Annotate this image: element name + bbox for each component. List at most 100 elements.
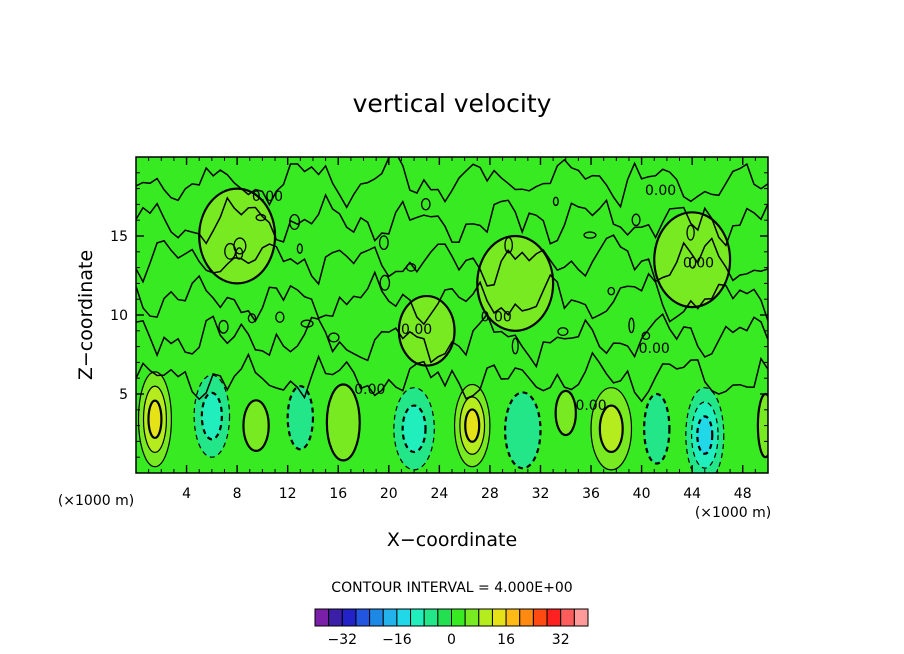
- x-tick-label: 48: [734, 486, 752, 502]
- contour-label: 0.00: [639, 341, 670, 357]
- eddy-contour: [631, 213, 641, 227]
- colorbar-swatch: [437, 608, 453, 627]
- zero-contour-line: [136, 312, 768, 369]
- x-tick-label: 24: [430, 486, 448, 502]
- colorbar: [314, 608, 589, 627]
- eddy-contour: [583, 231, 597, 239]
- contour-ring: [590, 387, 633, 471]
- field-cell: [465, 409, 480, 442]
- colorbar-swatch: [341, 608, 357, 627]
- contour-ring: [137, 371, 172, 468]
- eddy-contour: [289, 213, 301, 230]
- contour-label: 0.00: [575, 398, 606, 414]
- x-axis-label: X−coordinate: [387, 529, 517, 551]
- x-unit-right: (×1000 m): [695, 505, 771, 521]
- eddy-contour: [628, 317, 635, 334]
- colorbar-tick-label: 0: [447, 632, 456, 648]
- x-tick-label: 4: [182, 486, 191, 502]
- field-cell: [599, 405, 623, 452]
- x-tick-label: 36: [582, 486, 600, 502]
- colorbar-swatch: [491, 608, 507, 627]
- contour-ring: [401, 404, 427, 454]
- colorbar-swatch: [423, 608, 439, 627]
- eddy-contour: [504, 236, 514, 254]
- colorbar-swatch: [573, 608, 589, 627]
- contour-ring: [643, 392, 671, 465]
- contour-ring: [242, 399, 270, 452]
- field-cell: [697, 416, 713, 454]
- contour-ring: [325, 383, 361, 462]
- field-cell: [402, 405, 426, 452]
- eddy-contour: [379, 274, 391, 291]
- field-cell: [398, 296, 455, 366]
- contour-label: 0.00: [683, 256, 714, 272]
- eddy-contour: [511, 337, 519, 355]
- eddy-contour: [300, 319, 314, 328]
- colorbar-swatch: [328, 608, 343, 627]
- colorbar-swatch: [410, 608, 425, 627]
- colorbar-swatch: [355, 608, 371, 627]
- zero-contour-line: [136, 270, 768, 326]
- x-tick-label: 32: [532, 486, 550, 502]
- contour-ring: [690, 401, 719, 469]
- x-tick-label: 20: [380, 486, 398, 502]
- colorbar-swatch: [560, 608, 575, 627]
- x-tick-label: 12: [279, 486, 297, 502]
- eddy-contour: [255, 213, 267, 222]
- contour-ring: [142, 385, 168, 453]
- eddy-contour: [420, 197, 431, 211]
- field-cell: [505, 392, 541, 469]
- plot-area: [136, 157, 768, 473]
- x-tick-label: 28: [481, 486, 499, 502]
- contour-ring: [685, 387, 725, 473]
- contour-label: 0.00: [645, 183, 676, 199]
- x-tick-label: 16: [329, 486, 347, 502]
- eddy-contour: [557, 327, 569, 336]
- field-cell: [287, 386, 313, 450]
- field-cell: [644, 394, 670, 464]
- eddy-contour: [296, 243, 303, 254]
- contour-ring: [476, 234, 555, 332]
- colorbar-tick-label: −32: [328, 632, 358, 648]
- contour-ring: [503, 391, 542, 470]
- field-cell: [148, 400, 162, 438]
- colorbar-ticks: −32 −16 0 16 32: [328, 632, 570, 648]
- colorbar-swatch: [519, 608, 534, 627]
- eddy-contour: [405, 263, 417, 272]
- contour-ring: [459, 396, 486, 455]
- contour-ring: [193, 374, 231, 458]
- colorbar-swatch: [369, 608, 384, 627]
- y-tick-label: 5: [119, 387, 128, 403]
- field-cell: [243, 400, 269, 451]
- contour-label: 0.00: [401, 322, 432, 338]
- colorbar-swatch: [532, 608, 548, 627]
- eddy-contour: [218, 319, 229, 334]
- colorbar-tick-label: 32: [552, 632, 570, 648]
- colorbar-swatch: [478, 608, 493, 627]
- zero-contour-line: [136, 193, 768, 247]
- eddy-contour: [247, 313, 257, 324]
- contour-label: 0.00: [252, 189, 283, 205]
- colorbar-tick-label: −16: [382, 632, 412, 648]
- field-cell: [201, 392, 222, 440]
- zero-contour-line: [136, 351, 768, 403]
- contour-ring: [653, 211, 732, 309]
- colorbar-swatch: [546, 608, 562, 627]
- contour-lines: [136, 157, 768, 473]
- colorbar-swatch: [396, 608, 412, 627]
- eddy-contour: [327, 332, 340, 343]
- chart-title: vertical velocity: [353, 89, 552, 118]
- colorbar-swatch: [382, 608, 398, 627]
- field-cells: [138, 188, 768, 473]
- eddy-contour: [378, 235, 389, 251]
- eddy-contour: [688, 256, 697, 269]
- eddy-contour: [641, 331, 651, 340]
- contour-label: 0.00: [354, 382, 385, 398]
- field-cell: [555, 390, 576, 436]
- colorbar-tick-label: 16: [497, 632, 515, 648]
- contour-ring: [554, 389, 577, 437]
- contour-ring: [397, 294, 456, 367]
- colorbar-swatch: [314, 608, 330, 627]
- eddy-contour: [686, 224, 695, 241]
